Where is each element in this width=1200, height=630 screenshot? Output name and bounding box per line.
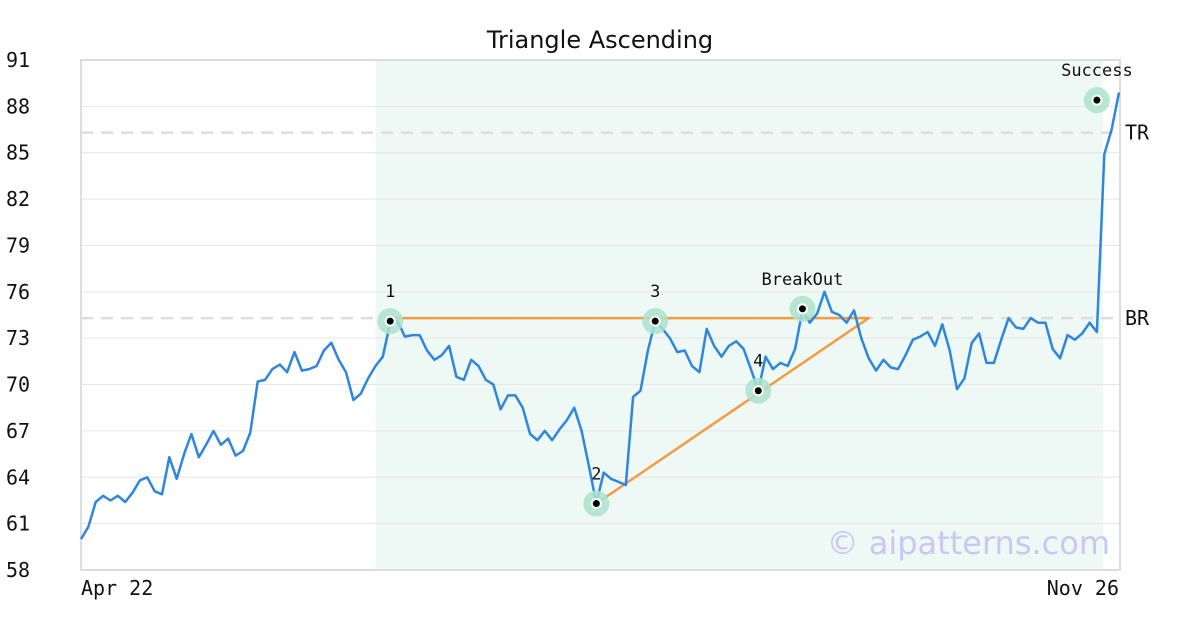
- point-dot-2: [592, 500, 600, 508]
- point-label-3: 3: [650, 282, 660, 302]
- point-dot-1: [386, 317, 394, 325]
- level-label-tr: TR: [1125, 121, 1150, 145]
- y-axis-ticks: 91 88 85 82 79 76 73 70 67 64 61 58: [6, 48, 30, 582]
- level-lines-layer: TR BR: [81, 121, 1150, 330]
- point-label-1: 1: [385, 282, 395, 302]
- y-tick-label-64: 64: [6, 465, 30, 489]
- pattern-lines-layer: [388, 316, 870, 505]
- pattern-highlight: [375, 60, 1103, 570]
- y-tick-label-73: 73: [6, 326, 30, 350]
- pattern-line-2: [595, 316, 870, 505]
- y-tick-label-85: 85: [6, 141, 30, 165]
- point-dot-4: [754, 387, 762, 395]
- point-dot-success: [1093, 96, 1101, 104]
- x-tick-end: Nov 26: [1047, 576, 1119, 600]
- point-label-2: 2: [591, 465, 601, 485]
- point-label-success: Success: [1061, 61, 1133, 81]
- watermark: © aipatterns.com: [827, 524, 1110, 562]
- point-label-breakout: BreakOut: [762, 270, 844, 290]
- y-tick-label-67: 67: [6, 419, 30, 443]
- y-tick-label-88: 88: [6, 94, 30, 118]
- y-tick-label-58: 58: [6, 558, 30, 582]
- y-tick-label-76: 76: [6, 280, 30, 304]
- pattern-highlight-layer: [375, 60, 1103, 570]
- price-series-line: [79, 92, 1121, 540]
- price-layer: [79, 92, 1121, 540]
- point-label-4: 4: [753, 352, 763, 372]
- point-dot-3: [651, 317, 659, 325]
- chart-title: Triangle Ascending: [486, 26, 713, 54]
- point-dot-breakout: [798, 305, 806, 313]
- y-tick-label-70: 70: [6, 373, 30, 397]
- x-tick-start: Apr 22: [81, 576, 153, 600]
- plot-frame: [80, 59, 1121, 571]
- level-label-br: BR: [1125, 306, 1150, 330]
- y-tick-label-61: 61: [6, 512, 30, 536]
- y-tick-label-82: 82: [6, 187, 30, 211]
- y-tick-label-91: 91: [6, 48, 30, 72]
- markers-layer: 1 2 3 4 BreakOut Success: [377, 61, 1133, 517]
- grid-layer: [81, 59, 1119, 571]
- y-tick-label-79: 79: [6, 233, 30, 257]
